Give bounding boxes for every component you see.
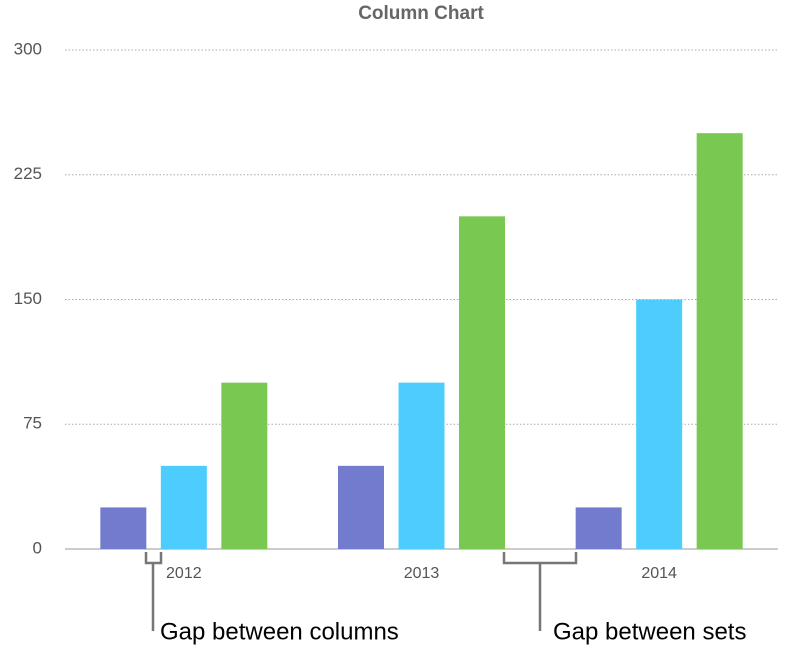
bar [696,133,743,549]
y-tick-label: 75 [23,414,42,433]
bar [100,507,147,549]
bar [459,216,505,550]
bracket [144,552,163,631]
bar [160,465,207,549]
chart-title: Column Chart [358,3,484,24]
x-tick-label: 2012 [166,565,202,582]
bar [221,382,268,549]
annotation-brackets [144,552,578,631]
y-tick-label: 0 [33,538,42,557]
y-tick-label: 225 [14,164,42,183]
bar [575,507,622,549]
bar [338,465,384,549]
x-tick-label: 2013 [404,565,440,582]
annotation: Gap between sets [553,618,746,645]
bar [636,299,683,549]
y-tick-label: 150 [14,289,42,308]
x-tick-label: 2014 [641,565,677,582]
y-tick-label: 300 [14,39,42,58]
annotation: Gap between columns [160,618,399,645]
bar [398,382,445,549]
bracket [502,552,578,631]
